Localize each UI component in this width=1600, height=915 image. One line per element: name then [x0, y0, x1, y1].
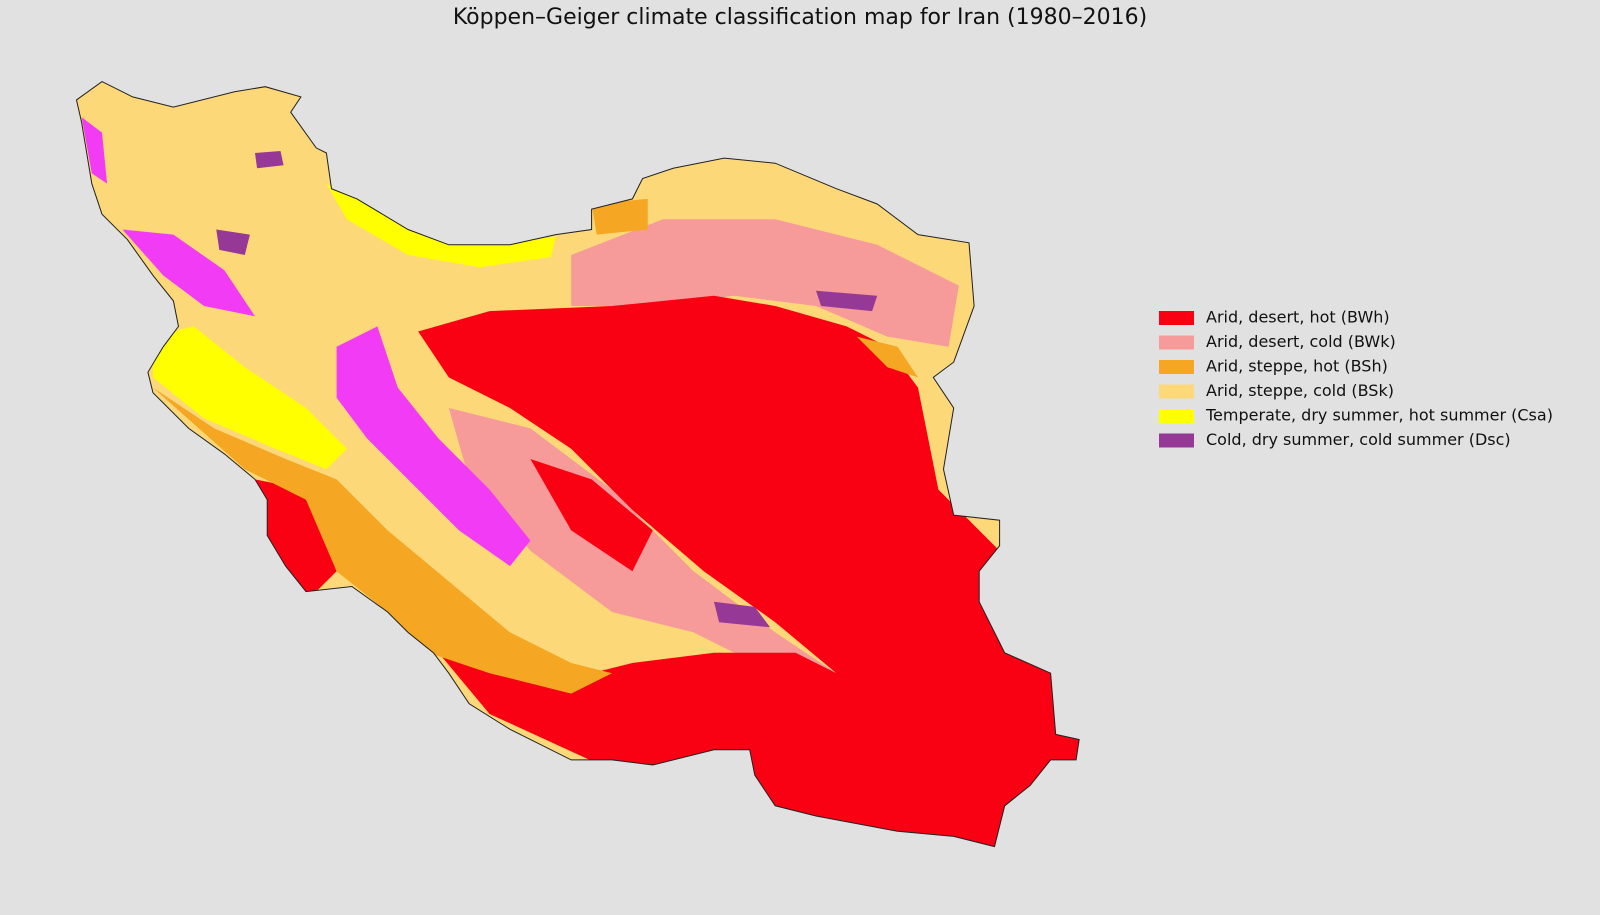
legend-swatch: [1159, 311, 1194, 325]
legend-swatch: [1159, 360, 1194, 374]
region-bsh: [153, 198, 918, 694]
legend-label: Temperate, dry summer, hot summer (Csa): [1205, 406, 1553, 425]
legend-swatch: [1159, 433, 1194, 448]
region-magenta: [81, 117, 531, 567]
map-title: Köppen–Geiger climate classification map…: [453, 5, 1147, 30]
legend-label: Arid, steppe, cold (BSk): [1206, 381, 1394, 400]
legend-swatch: [1159, 335, 1194, 350]
legend-label: Arid, desert, hot (BWh): [1206, 308, 1390, 327]
region-bwh: [254, 295, 1080, 847]
region-csa: [153, 183, 556, 470]
region-bwk: [448, 219, 980, 674]
legend-label: Cold, dry summer, cold summer (Dsc): [1206, 430, 1511, 449]
legend-label: Arid, steppe, hot (BSh): [1206, 357, 1388, 376]
legend-label: Arid, desert, cold (BWk): [1206, 332, 1396, 351]
iran-map: [75, 81, 1080, 848]
legend-swatch: [1159, 409, 1194, 423]
climate-regions: [76, 81, 1080, 847]
legend: Arid, desert, hot (BWh) Arid, desert, col…: [1159, 308, 1553, 449]
legend-swatch: [1159, 384, 1194, 399]
